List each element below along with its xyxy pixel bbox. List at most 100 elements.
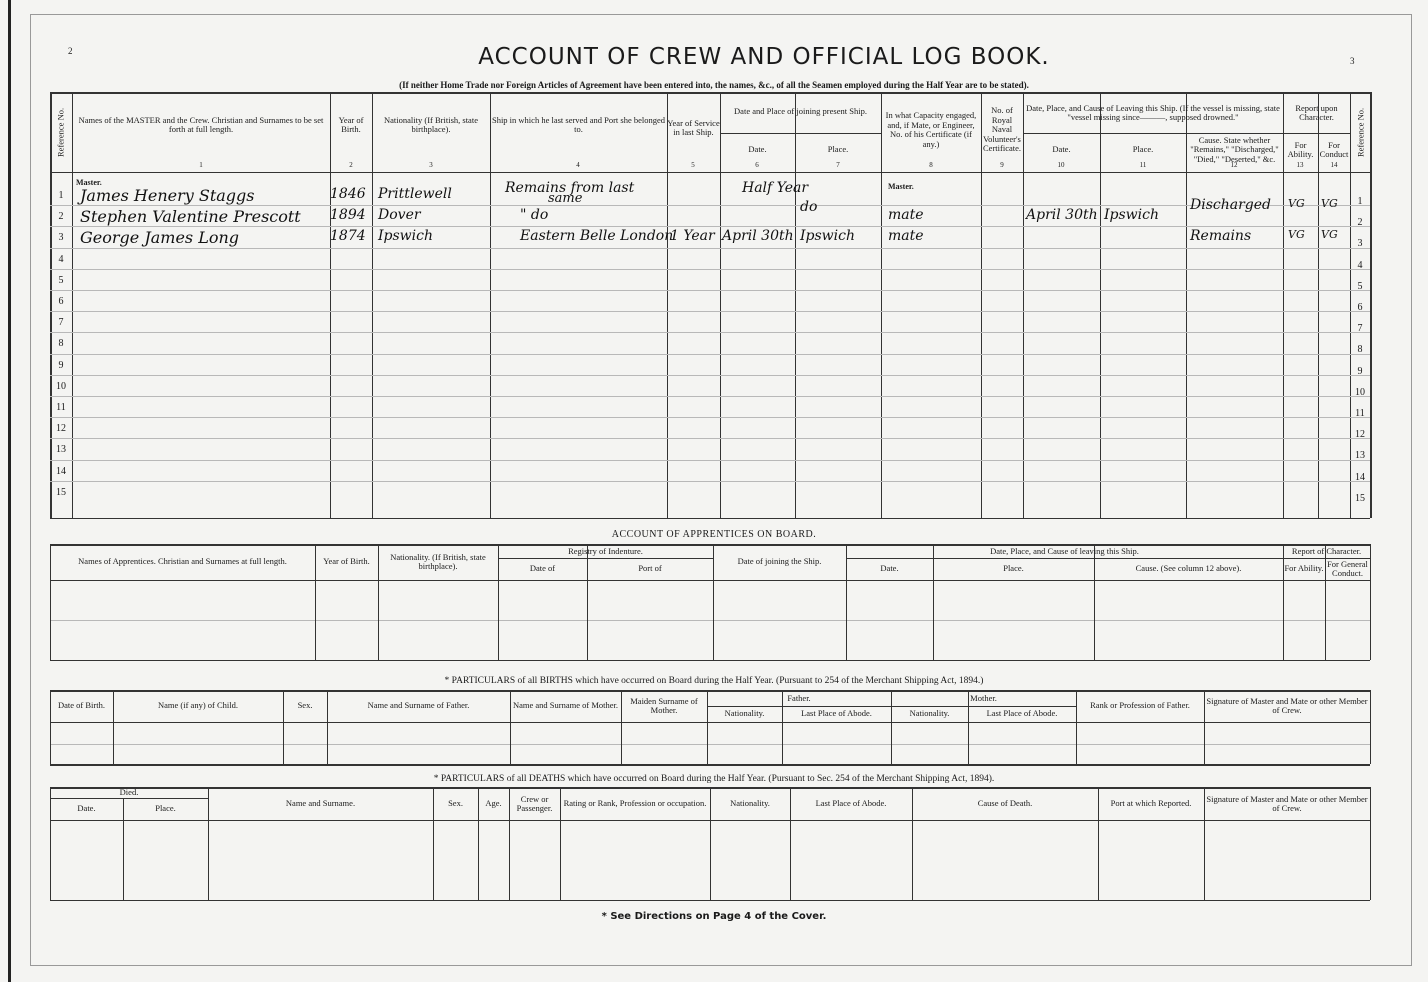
crew-ability: VG [1288, 197, 1305, 210]
column-divider [478, 787, 479, 900]
column-number: 12 [1230, 161, 1238, 169]
column-number: 3 [429, 161, 433, 169]
birth-header-signature: Signature of Master and Mate or other Me… [1206, 695, 1368, 715]
header-reference-no: Reference No. [55, 107, 66, 157]
apprentice-header-nationality: Nationality. (If British, state birthpla… [390, 551, 486, 571]
column-number: 6 [755, 161, 759, 169]
column-number: 13 [1296, 161, 1304, 169]
death-header-abode: Last Place of Abode. [815, 798, 887, 809]
birth-header-maiden: Maiden Surname of Mother. [630, 695, 698, 715]
column-divider [72, 92, 73, 518]
column-divider [1076, 690, 1077, 764]
header-leave-date: Date. [1052, 144, 1071, 155]
row-number-right: 11 [1355, 408, 1365, 419]
death-header-age: Age. [485, 798, 502, 809]
column-number: 7 [836, 161, 840, 169]
birth-header-father: Father. [787, 692, 811, 703]
column-divider [123, 798, 124, 900]
page-title: ACCOUNT OF CREW AND OFFICIAL LOG BOOK. [478, 44, 1050, 70]
birth-header-mother-abode: Last Place of Abode. [986, 708, 1058, 719]
page-edge [8, 0, 11, 982]
header-names: Names of the MASTER and the Crew. Christ… [78, 114, 324, 134]
birth-header-sex: Sex. [297, 700, 313, 711]
death-header-crew: Crew or Passenger. [516, 793, 553, 813]
rule-line [50, 580, 1370, 581]
apprentices-title: ACCOUNT OF APPRENTICES ON BOARD. [611, 529, 817, 540]
column-divider [968, 690, 969, 764]
column-divider [1100, 92, 1101, 518]
column-number: 4 [576, 161, 580, 169]
row-number-right: 8 [1357, 344, 1363, 355]
rule-line [50, 269, 1370, 270]
rule-line [50, 311, 1370, 312]
column-divider [1094, 544, 1095, 660]
birth-header-father-nationality: Nationality. [724, 708, 765, 719]
crew-last-ship-note: same [548, 191, 583, 206]
crew-join-date: April 30th [722, 228, 794, 244]
column-divider [720, 92, 721, 518]
row-number-right: 1 [1357, 196, 1363, 207]
rule-line [50, 417, 1370, 418]
column-divider [327, 690, 328, 764]
rule-line [50, 744, 1370, 745]
column-number: 14 [1330, 161, 1338, 169]
column-divider [208, 787, 209, 900]
death-header-sex: Sex. [448, 798, 463, 809]
row-number-right: 3 [1357, 238, 1363, 249]
rule-line [50, 481, 1370, 482]
death-header-cause: Cause of Death. [977, 798, 1033, 809]
apprentice-header-date-of: Date of [529, 563, 556, 574]
birth-header-mother-name: Name and Surname of Mother. [512, 700, 619, 711]
rule-line [50, 290, 1370, 291]
header-year-of-birth: Year of Birth. [338, 114, 364, 134]
row-number-right: 5 [1357, 281, 1363, 292]
row-number: 5 [58, 275, 64, 286]
column-divider [1186, 92, 1187, 518]
crew-service: 1 Year [670, 228, 715, 244]
header-joining: Date and Place of joining present Ship. [734, 106, 867, 117]
apprentice-header-name: Names of Apprentices. Christian and Surn… [78, 556, 287, 567]
header-join-place: Place. [827, 144, 849, 155]
column-divider [50, 92, 52, 518]
death-header-date: Date. [77, 803, 96, 814]
header-join-date: Date. [748, 144, 767, 155]
crew-cause: Discharged [1190, 197, 1271, 213]
rule-line [50, 438, 1370, 439]
header-report: Report upon Character. [1295, 102, 1338, 122]
header-conduct: For Conduct [1319, 139, 1349, 159]
apprentice-header-year: Year of Birth. [323, 556, 370, 567]
column-divider [330, 92, 331, 518]
rule-line [498, 558, 713, 559]
column-divider [790, 787, 791, 900]
header-capacity: In what Capacity engaged, and, if Mate, … [885, 110, 977, 149]
rule-line [50, 375, 1370, 376]
column-divider [510, 690, 511, 764]
rule-line [50, 722, 1370, 723]
death-header-name: Name and Surname. [285, 798, 356, 809]
column-divider [378, 544, 379, 660]
apprentice-header-conduct: For General Conduct. [1327, 558, 1368, 578]
row-number-right: 9 [1357, 366, 1363, 377]
row-number: 11 [56, 402, 66, 413]
column-divider [707, 690, 708, 764]
column-divider [621, 690, 622, 764]
header-nationality: Nationality (If British, state birthplac… [384, 114, 478, 134]
rule-line [50, 172, 1370, 173]
row-number: 12 [56, 423, 66, 434]
column-divider [433, 787, 434, 900]
crew-nationality: Dover [378, 207, 421, 223]
crew-join-place: Ipswich [800, 228, 855, 244]
apprentice-header-joining: Date of joining the Ship. [737, 556, 822, 567]
crew-join-place: do [800, 199, 818, 215]
column-number: 5 [691, 161, 695, 169]
apprentice-header-registry: Registry of Indenture. [568, 545, 643, 556]
birth-header-father-name: Name and Surname of Father. [367, 700, 470, 711]
header-years-service: Year of Service in last Ship. [667, 117, 720, 137]
row-number-right: 6 [1357, 302, 1363, 313]
header-last-ship: Ship in which he last served and Port sh… [491, 114, 666, 134]
column-divider [881, 92, 882, 518]
crew-year: 1894 [330, 207, 366, 223]
header-cause: Cause. State whether "Remains," "Dischar… [1190, 134, 1279, 164]
birth-header-father-abode: Last Place of Abode. [801, 708, 872, 719]
